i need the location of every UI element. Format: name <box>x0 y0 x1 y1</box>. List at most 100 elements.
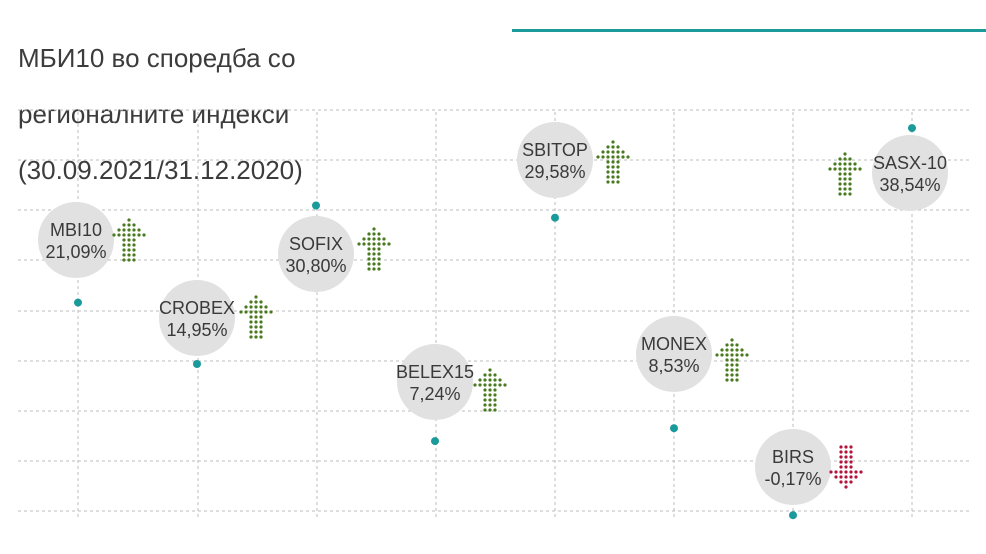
point-belex15-arrow-dot-1-2 <box>493 373 497 377</box>
point-sasx10-arrow-dot-5-2 <box>848 177 852 181</box>
point-birs-arrow-dot-6-0 <box>834 475 838 479</box>
point-monex-arrow-dot-3-4 <box>735 353 739 357</box>
point-crobex-arrow-dot-5-1 <box>254 320 258 324</box>
point-sofix-arrow-dot-8-1 <box>372 267 376 271</box>
point-sofix-arrow-dot-3-2 <box>367 242 371 246</box>
point-monex-arrow-dot-5-2 <box>735 363 739 367</box>
point-monex-arrow-dot-7-0 <box>725 373 729 377</box>
point-birs-arrow-dot-8-0 <box>844 485 848 489</box>
point-birs-arrow-dot-1-0 <box>839 450 843 454</box>
point-sbitop-arrow-dot-2-0 <box>601 150 605 154</box>
point-sofix-marker <box>312 201 320 210</box>
point-sbitop-arrow-dot-5-1 <box>611 165 615 169</box>
point-mbi10-arrow-dot-8-1 <box>127 258 131 262</box>
point-belex15-arrow-dot-8-0 <box>483 408 487 412</box>
point-sasx10-arrow-dot-3-3 <box>843 167 847 171</box>
point-sbitop-arrow-dot-7-1 <box>611 175 615 179</box>
point-sasx10-arrow-dot-6-0 <box>838 182 842 186</box>
point-sbitop-arrow-dot-2-4 <box>621 150 625 154</box>
point-mbi10-arrow-dot-3-3 <box>127 233 131 237</box>
point-belex15-arrow-dot-3-3 <box>488 383 492 387</box>
point-crobex-arrow-dot-3-6 <box>269 310 273 314</box>
point-monex-arrow-dot-2-1 <box>725 348 729 352</box>
point-belex15-arrow-dot-5-2 <box>493 393 497 397</box>
point-mbi10-arrow-dot-2-2 <box>127 228 131 232</box>
point-birs-arrow-dot-6-4 <box>854 475 858 479</box>
point-sofix-arrow-dot-3-6 <box>387 242 391 246</box>
point-monex-arrow-dot-2-4 <box>740 348 744 352</box>
point-sbitop-arrow-dot-3-6 <box>626 155 630 159</box>
point-monex-arrow-dot-3-3 <box>730 353 734 357</box>
point-birs-arrow-dot-2-1 <box>844 455 848 459</box>
point-sasx10-arrow-dot-3-0 <box>828 167 832 171</box>
point-sasx10-arrow-dot-3-5 <box>853 167 857 171</box>
point-crobex-arrow-dot-6-1 <box>254 325 258 329</box>
point-belex15-arrow-dot-2-4 <box>498 378 502 382</box>
point-belex15-arrow-dot-2-2 <box>488 378 492 382</box>
point-birs-arrow-dot-7-2 <box>849 480 853 484</box>
point-birs-arrow-dot-7-1 <box>844 480 848 484</box>
point-sbitop-arrow-dot-2-3 <box>616 150 620 154</box>
point-birs-arrow-dot-5-3 <box>844 470 848 474</box>
point-sbitop-arrow-dot-3-2 <box>606 155 610 159</box>
point-monex-marker <box>670 424 678 433</box>
point-crobex-arrow-dot-5-2 <box>259 320 263 324</box>
point-sbitop-arrow-dot-4-0 <box>606 160 610 164</box>
point-crobex-arrow-dot-4-2 <box>259 315 263 319</box>
point-monex-arrow-dot-1-1 <box>730 343 734 347</box>
point-birs-arrow-dot-6-1 <box>839 475 843 479</box>
point-belex15-arrow-dot-3-4 <box>493 383 497 387</box>
point-birs-arrow-dot-0-2 <box>849 445 853 449</box>
point-crobex-arrow-dot-3-1 <box>244 310 248 314</box>
point-sbitop-arrow-dot-3-0 <box>596 155 600 159</box>
point-mbi10-arrow-dot-8-2 <box>132 258 136 262</box>
point-birs-arrow-dot-5-6 <box>859 470 863 474</box>
point-belex15-arrow-dot-1-1 <box>488 373 492 377</box>
point-belex15-arrow-dot-6-1 <box>488 398 492 402</box>
point-belex15-arrow-dot-7-1 <box>488 403 492 407</box>
point-monex-arrow-dot-1-2 <box>735 343 739 347</box>
point-monex-arrow-dot-3-0 <box>715 353 719 357</box>
point-crobex-arrow-dot-7-2 <box>259 330 263 334</box>
point-mbi10-arrow-dot-3-5 <box>137 233 141 237</box>
point-crobex-arrow-dot-1-0 <box>249 300 253 304</box>
point-crobex-arrow-dot-0-0 <box>254 295 258 299</box>
point-mbi10-arrow-dot-3-2 <box>122 233 126 237</box>
point-crobex-name-label: CROBEX <box>159 298 235 318</box>
point-sasx10-arrow-dot-7-2 <box>848 187 852 191</box>
point-crobex-arrow-dot-2-0 <box>244 305 248 309</box>
point-mbi10-arrow-dot-6-2 <box>132 248 136 252</box>
point-sasx10-arrow-dot-8-2 <box>848 192 852 196</box>
point-monex-name-label: MONEX <box>641 334 707 354</box>
point-sbitop-arrow-dot-3-1 <box>601 155 605 159</box>
point-crobex-arrow-dot-3-2 <box>249 310 253 314</box>
point-sasx10-arrow-dot-0-0 <box>843 152 847 156</box>
point-monex-arrow-dot-0-0 <box>730 338 734 342</box>
point-sasx10-arrow-dot-6-2 <box>848 182 852 186</box>
point-crobex-arrow-dot-3-3 <box>254 310 258 314</box>
point-monex-arrow-dot-8-2 <box>735 378 739 382</box>
point-sbitop-arrow-dot-1-2 <box>616 145 620 149</box>
point-sofix-value-label: 30,80% <box>285 256 346 276</box>
point-belex15-arrow-dot-6-0 <box>483 398 487 402</box>
point-belex15-value-label: 7,24% <box>409 384 460 404</box>
point-crobex-arrow-dot-2-1 <box>249 305 253 309</box>
point-mbi10-arrow-dot-3-0 <box>112 233 116 237</box>
point-monex-arrow-dot-4-2 <box>735 358 739 362</box>
title-line-3: (30.09.2021/31.12.2020) <box>18 155 303 185</box>
point-mbi10-name-label: MBI10 <box>50 220 102 240</box>
point-sofix-arrow-dot-4-2 <box>377 247 381 251</box>
point-belex15-bubble <box>397 344 473 420</box>
point-mbi10-arrow-dot-2-4 <box>137 228 141 232</box>
point-sofix-arrow-dot-6-2 <box>377 257 381 261</box>
point-birs-arrow-dot-7-0 <box>839 480 843 484</box>
point-birs-bubble <box>755 429 831 505</box>
point-sofix-name-label: SOFIX <box>289 234 343 254</box>
point-sbitop-arrow-dot-8-2 <box>616 180 620 184</box>
point-sasx10-name-label: SASX-10 <box>873 153 947 173</box>
point-belex15-arrow-dot-3-1 <box>478 383 482 387</box>
point-sasx10-arrow-dot-1-0 <box>838 157 842 161</box>
point-sofix-bubble <box>278 216 354 292</box>
point-sbitop-arrow-dot-5-2 <box>616 165 620 169</box>
point-sbitop-arrow-dot-8-1 <box>611 180 615 184</box>
